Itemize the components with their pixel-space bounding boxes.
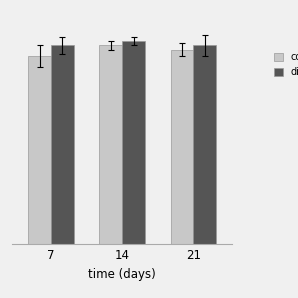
Bar bbox=[28, 56, 51, 244]
Bar bbox=[122, 41, 145, 244]
Bar bbox=[100, 45, 122, 244]
Bar bbox=[170, 49, 193, 244]
X-axis label: time (days): time (days) bbox=[88, 268, 156, 281]
Bar bbox=[51, 45, 74, 244]
Legend: con, dif: con, dif bbox=[271, 49, 298, 80]
Bar bbox=[193, 45, 216, 244]
